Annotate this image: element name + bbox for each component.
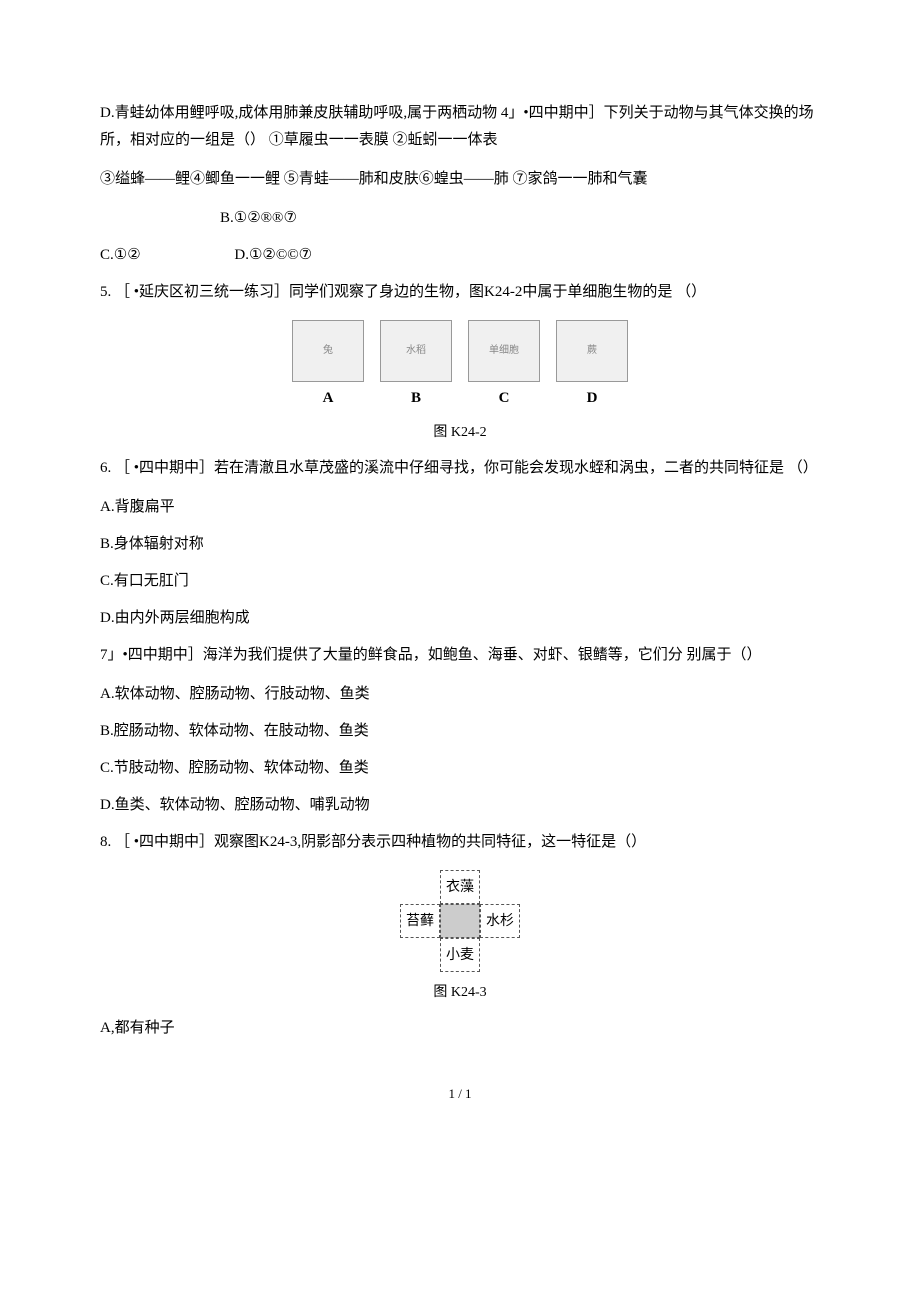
venn-empty [400,870,440,904]
option-d: D.①②©©⑦ [234,242,312,269]
figure-k24-2-caption: 图 K24-2 [100,420,820,445]
question-4-supplement: ③缢蜂——鲤④鲫鱼一一鲤 ⑤青蛙——肺和皮肤⑥蝗虫——肺 ⑦家鸽一一肺和气囊 [100,166,820,193]
figure-label-d: D [587,385,598,412]
figure-item-a: 兔 A [292,320,364,412]
figure-item-d: 蕨 D [556,320,628,412]
question-8-option-a: A,都有种子 [100,1015,820,1042]
page-number: 1 / 1 [100,1082,820,1105]
venn-diagram: 衣藻 苔藓 水杉 小麦 [400,870,520,972]
figure-image-c: 单细胞 [468,320,540,382]
figure-k24-3: 衣藻 苔藓 水杉 小麦 [100,870,820,972]
figure-k24-3-caption: 图 K24-3 [100,980,820,1005]
figure-label-a: A [323,385,334,412]
figure-row: 兔 A 水稻 B 单细胞 C 蕨 D [292,320,628,412]
figure-image-b: 水稻 [380,320,452,382]
question-6-option-b: B.身体辐射对称 [100,531,820,558]
question-5-text: 5. ［ •延庆区初三统一练习］同学们观察了身边的生物，图K24-2中属于单细胞… [100,279,820,306]
question-4-option-b: B.①②®®⑦ [100,205,820,232]
figure-image-d: 蕨 [556,320,628,382]
option-c: C.①② [100,242,141,269]
venn-bottom: 小麦 [440,938,480,972]
venn-right: 水杉 [480,904,520,938]
question-8-text: 8. ［ •四中期中］观察图K24-3,阴影部分表示四种植物的共同特征，这一特征… [100,829,820,856]
question-6-text: 6. ［ •四中期中］若在清澈且水草茂盛的溪流中仔细寻找，你可能会发现水蛭和涡虫… [100,455,820,482]
venn-top: 衣藻 [440,870,480,904]
question-6-option-a: A.背腹扁平 [100,494,820,521]
question-7-text: 7」•四中期中］海洋为我们提供了大量的鲜食品，如鲍鱼、海垂、对虾、银鳍等，它们分… [100,642,820,669]
question-4-options-cd: C.①② D.①②©©⑦ [100,242,820,269]
figure-item-c: 单细胞 C [468,320,540,412]
question-7-option-d: D.鱼类、软体动物、腔肠动物、哺乳动物 [100,792,820,819]
question-6-option-d: D.由内外两层细胞构成 [100,605,820,632]
question-6-option-c: C.有口无肛门 [100,568,820,595]
question-7-option-b: B.腔肠动物、软体动物、在肢动物、鱼类 [100,718,820,745]
question-d-and-4: D.青蛙幼体用鲤呼吸,成体用肺兼皮肤辅助呼吸,属于两栖动物 4」•四中期中］下列… [100,100,820,154]
venn-empty [480,938,520,972]
figure-item-b: 水稻 B [380,320,452,412]
figure-image-a: 兔 [292,320,364,382]
venn-center [440,904,480,938]
figure-label-b: B [411,385,421,412]
venn-left: 苔藓 [400,904,440,938]
question-7-option-a: A.软体动物、腔肠动物、行肢动物、鱼类 [100,681,820,708]
figure-label-c: C [499,385,510,412]
venn-empty [400,938,440,972]
venn-empty [480,870,520,904]
question-7-option-c: C.节肢动物、腔肠动物、软体动物、鱼类 [100,755,820,782]
figure-k24-2: 兔 A 水稻 B 单细胞 C 蕨 D [100,320,820,412]
